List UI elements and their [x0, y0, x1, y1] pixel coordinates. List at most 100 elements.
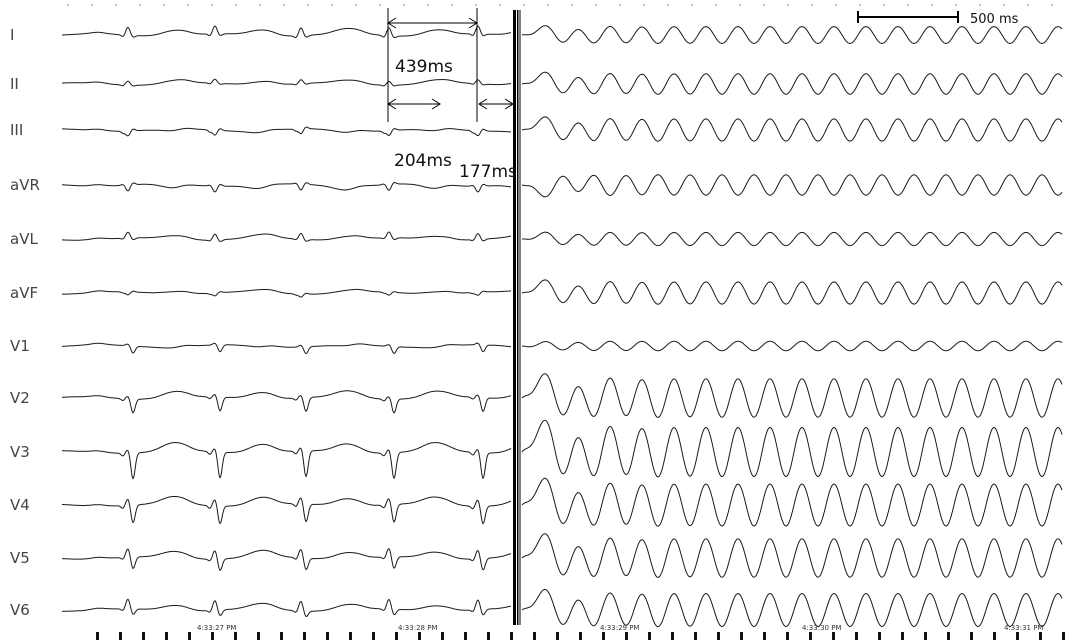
time-tick	[1016, 632, 1019, 640]
time-tick	[901, 632, 904, 640]
trace-pre-v4	[62, 496, 512, 525]
trace-post-v5	[521, 533, 1063, 578]
time-tick	[326, 632, 329, 640]
trace-pre-i	[62, 25, 512, 39]
time-tick	[740, 632, 743, 640]
lead-label-iii: III	[10, 121, 23, 139]
lead-label-v6: V6	[10, 601, 30, 619]
time-tick	[418, 632, 421, 640]
trace-pre-avl	[62, 231, 512, 242]
arrowhead	[468, 17, 478, 29]
trace-pre-v5	[61, 548, 512, 571]
time-tick	[1039, 632, 1042, 640]
trace-post-avl	[522, 231, 1063, 247]
time-tick	[970, 632, 973, 640]
measurement-calipers	[387, 8, 514, 122]
time-label: 4:33:31 PM	[1004, 624, 1043, 632]
scale-bar	[857, 11, 959, 23]
time-tick	[349, 632, 352, 640]
time-tick	[694, 632, 697, 640]
lead-label-v4: V4	[10, 496, 30, 514]
time-tick	[165, 632, 168, 640]
trace-post-v4	[521, 477, 1063, 527]
time-tick	[717, 632, 720, 640]
pacing-spike-bar-2	[517, 10, 519, 625]
time-label: 4:33:27 PM	[197, 624, 236, 632]
scale-bar-label: 500 ms	[970, 12, 1019, 27]
time-tick	[280, 632, 283, 640]
pacing-spike-bar-1	[513, 10, 516, 625]
lead-label-avr: aVR	[10, 176, 40, 194]
time-tick	[487, 632, 490, 640]
time-label: 4:33:30 PM	[802, 624, 841, 632]
time-label: 4:33:29 PM	[600, 624, 639, 632]
time-tick	[441, 632, 444, 640]
coupling-1-label: 204ms	[394, 151, 452, 171]
time-tick	[625, 632, 628, 640]
trace-post-iii	[521, 116, 1063, 142]
arrowhead	[431, 98, 441, 110]
arrowhead	[387, 98, 397, 110]
time-tick	[832, 632, 835, 640]
time-tick	[993, 632, 996, 640]
trace-pre-v3	[62, 442, 512, 480]
arrowhead	[478, 98, 488, 110]
time-tick	[533, 632, 536, 640]
time-tick	[142, 632, 145, 640]
cycle-length-label: 439ms	[395, 57, 453, 77]
time-tick	[878, 632, 881, 640]
trace-pre-avf	[61, 288, 512, 298]
time-tick	[395, 632, 398, 640]
time-ticks	[67, 4, 1065, 640]
time-tick	[1062, 632, 1065, 640]
time-tick	[809, 632, 812, 640]
time-tick	[671, 632, 674, 640]
trace-pre-ii	[62, 78, 512, 87]
time-tick	[763, 632, 766, 640]
trace-pre-v2	[62, 390, 512, 414]
time-tick	[234, 632, 237, 640]
time-tick	[257, 632, 260, 640]
arrowhead	[387, 17, 397, 29]
time-tick	[855, 632, 858, 640]
time-tick	[602, 632, 605, 640]
trace-post-v6	[521, 588, 1063, 628]
arrowhead	[504, 98, 514, 110]
trace-post-i	[521, 25, 1063, 44]
time-tick	[372, 632, 375, 640]
time-tick	[188, 632, 191, 640]
coupling-2-label: 177ms	[459, 162, 517, 182]
trace-pre-v1	[61, 342, 512, 355]
trace-pre-iii	[62, 126, 511, 137]
time-tick	[119, 632, 122, 640]
trace-post-v1	[521, 340, 1063, 352]
time-tick	[211, 632, 214, 640]
trace-pre-avr	[62, 182, 512, 193]
lead-label-ii: II	[10, 75, 19, 93]
time-tick	[556, 632, 559, 640]
trace-post-ii	[521, 71, 1063, 95]
time-tick	[510, 632, 513, 640]
time-tick	[464, 632, 467, 640]
trace-post-v3	[521, 419, 1063, 478]
trace-post-avf	[521, 279, 1063, 305]
time-tick	[648, 632, 651, 640]
lead-label-avf: aVF	[10, 284, 38, 302]
lead-label-v2: V2	[10, 389, 30, 407]
lead-label-v5: V5	[10, 549, 30, 567]
lead-label-v1: V1	[10, 337, 30, 355]
time-tick	[947, 632, 950, 640]
lead-label-avl: aVL	[10, 230, 38, 248]
lead-label-v3: V3	[10, 443, 30, 461]
time-tick	[303, 632, 306, 640]
time-tick	[786, 632, 789, 640]
lead-label-i: I	[10, 26, 14, 44]
time-labels: 4:33:27 PM 4:33:28 PM 4:33:29 PM 4:33:30 PM…	[197, 624, 1043, 632]
time-tick	[579, 632, 582, 640]
ecg-traces	[61, 25, 1063, 628]
time-label: 4:33:28 PM	[398, 624, 437, 632]
time-tick	[924, 632, 927, 640]
trace-post-avr	[521, 174, 1063, 198]
